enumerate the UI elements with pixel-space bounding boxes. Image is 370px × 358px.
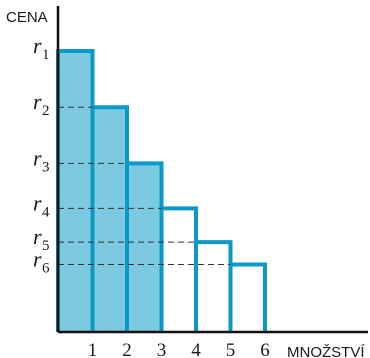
svg-text:1: 1 xyxy=(42,47,50,63)
svg-text:r: r xyxy=(33,224,42,249)
svg-text:r: r xyxy=(33,247,42,272)
bar-5 xyxy=(194,240,233,332)
bar-fill-6 xyxy=(231,265,266,332)
svg-text:r: r xyxy=(33,33,42,58)
bar-fill-1 xyxy=(58,51,93,332)
svg-text:6: 6 xyxy=(42,261,50,277)
x-tick-label-5: 5 xyxy=(226,340,236,358)
x-tick-label-2: 2 xyxy=(122,340,132,358)
x-tick-label-4: 4 xyxy=(191,340,201,358)
svg-text:2: 2 xyxy=(42,103,50,119)
bar-fill-3 xyxy=(127,163,162,332)
x-tick-label-6: 6 xyxy=(260,340,270,358)
x-tick-labels-group: 1 2 3 4 5 6 xyxy=(88,340,270,358)
svg-text:r: r xyxy=(33,89,42,114)
bar-fill-4 xyxy=(162,208,197,332)
price-labels-group: r 1r 2r 3r 4r 5r 6 xyxy=(33,33,50,277)
price-guides-group xyxy=(58,106,231,266)
svg-text:3: 3 xyxy=(42,159,50,175)
bar-fill-5 xyxy=(196,242,231,332)
x-axis-title: MNOŽSTVÍ xyxy=(287,344,365,358)
bars-group xyxy=(56,49,267,332)
bar-fill-2 xyxy=(92,107,127,332)
svg-text:r: r xyxy=(33,145,42,170)
y-axis-title: CENA xyxy=(6,9,48,26)
x-tick-label-3: 3 xyxy=(157,340,167,358)
svg-text:5: 5 xyxy=(42,238,50,254)
svg-text:r: r xyxy=(33,190,42,215)
bar-4 xyxy=(159,206,198,332)
bar-6 xyxy=(228,262,267,332)
x-tick-label-1: 1 xyxy=(88,340,98,358)
svg-text:4: 4 xyxy=(42,204,50,220)
